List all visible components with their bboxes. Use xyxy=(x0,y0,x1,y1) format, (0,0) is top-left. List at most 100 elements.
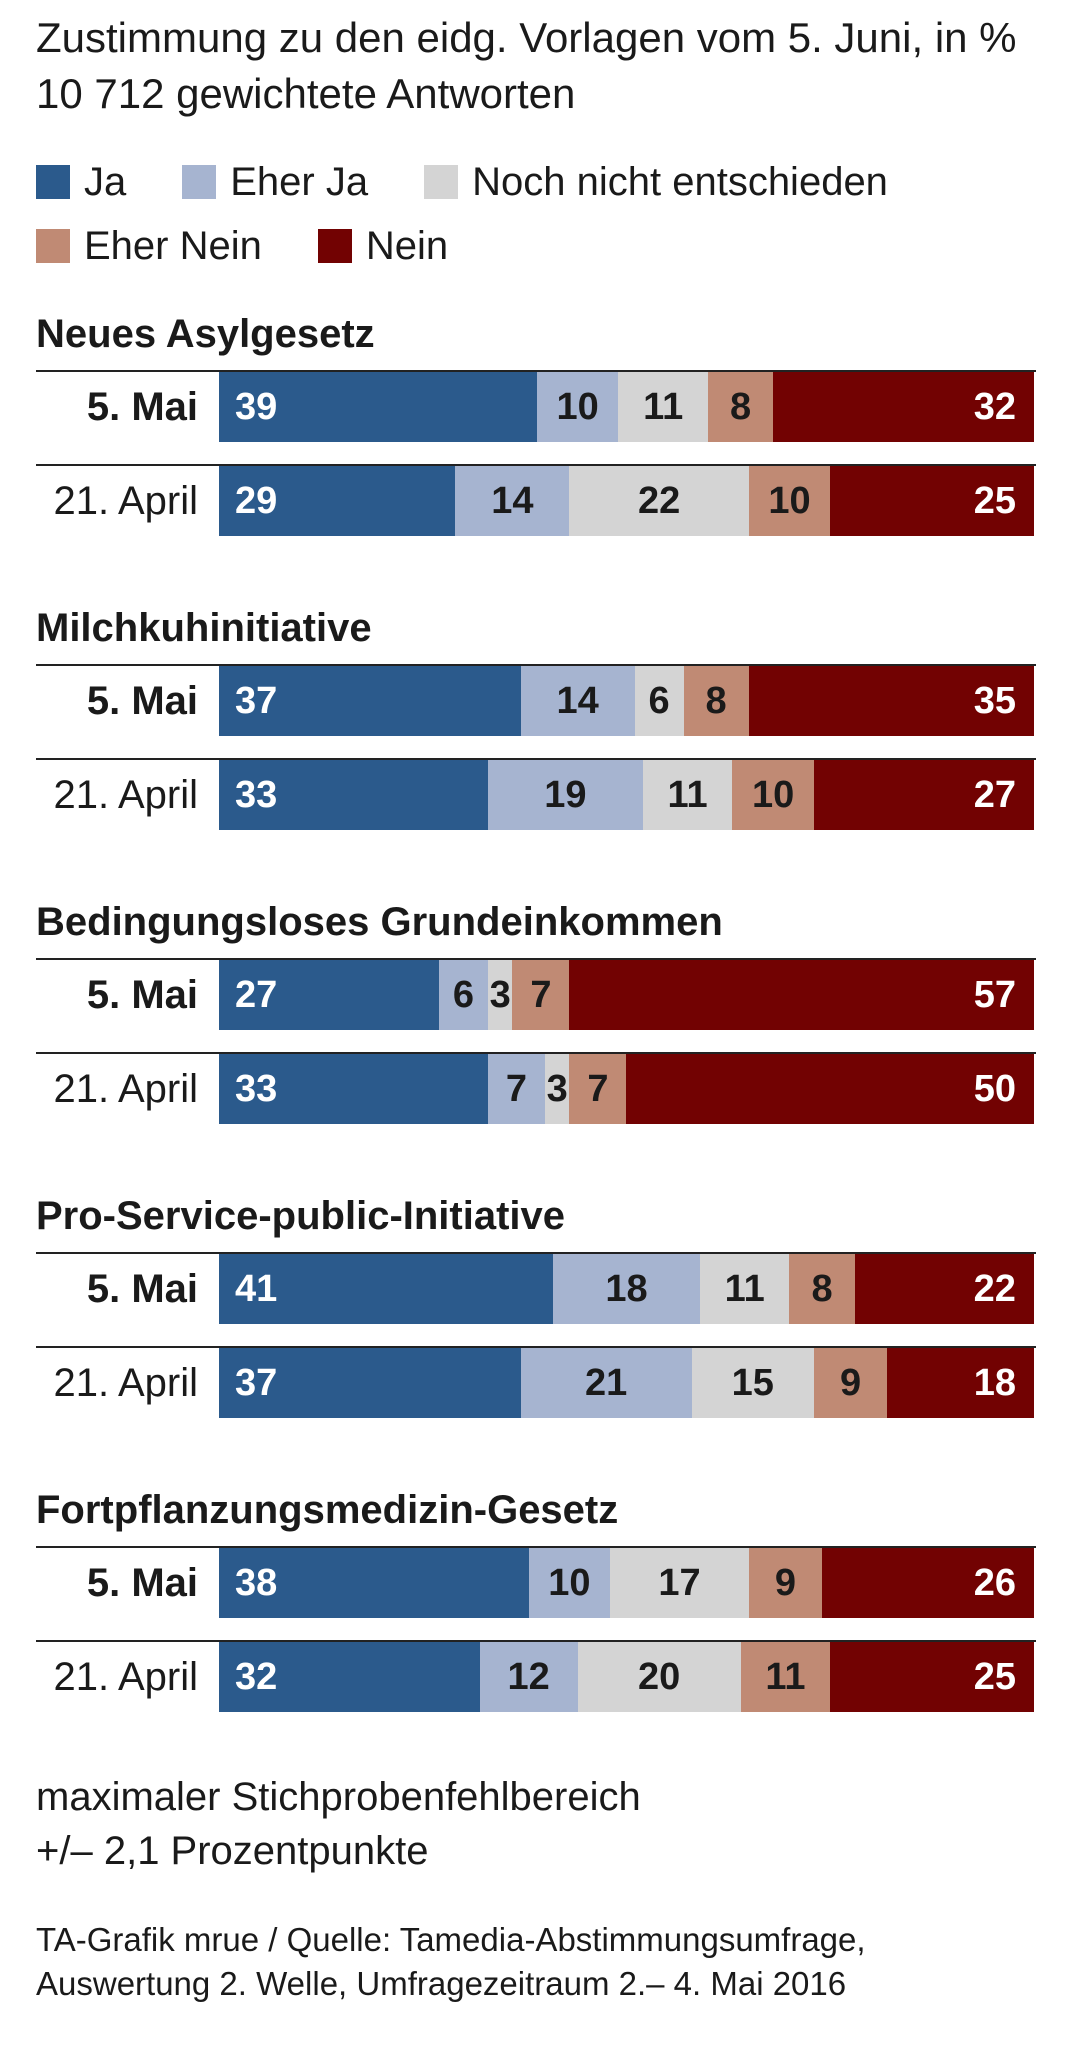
bar-row: 5. Mai 41 18 11 8 22 xyxy=(36,1252,1036,1346)
source-line-2: Auswertung 2. Welle, Umfragezeitraum 2.–… xyxy=(36,1965,847,2002)
bar-segment: 11 xyxy=(618,372,708,442)
bar-segment: 8 xyxy=(683,666,749,736)
question-group: Pro-Service-public-Initiative 5. Mai 41 18 1… xyxy=(36,1180,1036,1474)
bar-segment: 9 xyxy=(748,1548,823,1618)
bar-segment: 22 xyxy=(569,466,749,536)
row-divider xyxy=(36,664,1036,666)
bar-segment: 11 xyxy=(642,760,733,830)
bar-row: 21. April 33 7 3 7 50 xyxy=(36,1052,1036,1146)
bar-segment: 9 xyxy=(813,1348,888,1418)
legend-swatch-eher-nein xyxy=(36,229,70,263)
legend-item-nein: Nein xyxy=(317,223,449,269)
question-title: Milchkuhinitiative xyxy=(36,606,372,650)
stacked-bar: 41 18 11 8 22 xyxy=(219,1254,1034,1324)
question-title: Pro-Service-public-Initiative xyxy=(36,1194,566,1238)
bar-row: 21. April 33 19 11 10 27 xyxy=(36,758,1036,852)
bar-segment: 25 xyxy=(830,1642,1034,1712)
bar-row: 5. Mai 27 6 3 7 57 xyxy=(36,958,1036,1052)
legend-row-1: Ja Eher Ja Noch nicht entschieden xyxy=(36,150,1036,214)
bar-segment: 18 xyxy=(553,1254,700,1324)
stacked-bar: 32 12 20 11 25 xyxy=(219,1642,1034,1712)
bar-segment: 27 xyxy=(219,960,440,1030)
chart-groups: Neues Asylgesetz 5. Mai 39 10 11 8 32 21. April… xyxy=(36,298,1036,1768)
bar-segment: 11 xyxy=(740,1642,831,1712)
bar-segment: 14 xyxy=(455,466,570,536)
stacked-bar: 38 10 17 9 26 xyxy=(219,1548,1034,1618)
row-divider xyxy=(36,1052,1036,1054)
bar-segment: 7 xyxy=(487,1054,545,1124)
bar-segment: 3 xyxy=(544,1054,570,1124)
stacked-bar: 37 14 6 8 35 xyxy=(219,666,1034,736)
bar-segment: 57 xyxy=(569,960,1034,1030)
bar-segment: 6 xyxy=(634,666,684,736)
source-note: TA-Grafik mrue / Quelle: Tamedia-Abstimm… xyxy=(36,1918,866,2006)
bar-segment: 50 xyxy=(626,1054,1034,1124)
bar-segment: 25 xyxy=(830,466,1034,536)
stacked-bar: 27 6 3 7 57 xyxy=(219,960,1034,1030)
row-date-label: 21. April xyxy=(53,1655,198,1699)
legend-swatch-eher-ja xyxy=(182,165,217,199)
bar-segment: 37 xyxy=(219,666,521,736)
stacked-bar: 33 19 11 10 27 xyxy=(219,760,1034,830)
bar-segment: 32 xyxy=(219,1642,480,1712)
row-divider xyxy=(36,958,1036,960)
legend-label-eher-nein: Eher Nein xyxy=(84,223,262,268)
bar-segment: 22 xyxy=(854,1254,1034,1324)
row-divider xyxy=(36,1346,1036,1348)
question-group: Neues Asylgesetz 5. Mai 39 10 11 8 32 21. April… xyxy=(36,298,1036,592)
question-group: Milchkuhinitiative 5. Mai 37 14 6 8 35 21. Apri… xyxy=(36,592,1036,886)
bar-segment: 17 xyxy=(610,1548,749,1618)
legend-item-ja: Ja xyxy=(36,160,126,205)
bar-segment: 10 xyxy=(732,760,814,830)
question-group: Bedingungsloses Grundeinkommen 5. Mai 27 6 3… xyxy=(36,886,1036,1180)
bar-segment: 15 xyxy=(691,1348,814,1418)
bar-segment: 10 xyxy=(536,372,619,442)
stacked-bar: 37 21 15 9 18 xyxy=(219,1348,1034,1418)
stacked-bar: 33 7 3 7 50 xyxy=(219,1054,1034,1124)
bar-segment: 29 xyxy=(219,466,456,536)
bar-row: 5. Mai 38 10 17 9 26 xyxy=(36,1546,1036,1640)
question-title: Fortpflanzungsmedizin-Gesetz xyxy=(36,1488,619,1532)
row-date-label: 5. Mai xyxy=(86,1267,198,1311)
legend-swatch-nein xyxy=(317,229,352,263)
bar-segment: 38 xyxy=(219,1548,529,1618)
legend-item-eher-ja: Eher Ja xyxy=(182,160,368,205)
error-margin-note: maximaler Stichprobenfehlbereich +/– 2,1… xyxy=(36,1770,641,1878)
bar-row: 21. April 29 14 22 10 25 xyxy=(36,464,1036,558)
row-date-label: 5. Mai xyxy=(86,1561,198,1605)
bar-segment: 11 xyxy=(699,1254,790,1324)
bar-segment: 14 xyxy=(520,666,635,736)
bar-segment: 6 xyxy=(439,960,488,1030)
row-date-label: 5. Mai xyxy=(86,385,198,429)
legend-swatch-unentschieden xyxy=(424,165,459,199)
question-group: Fortpflanzungsmedizin-Gesetz 5. Mai 38 10 17… xyxy=(36,1474,1036,1768)
row-divider xyxy=(36,758,1036,760)
row-date-label: 21. April xyxy=(53,1067,198,1111)
bar-segment: 19 xyxy=(487,760,643,830)
bar-segment: 35 xyxy=(748,666,1034,736)
bar-segment: 10 xyxy=(528,1548,611,1618)
row-date-label: 21. April xyxy=(53,1361,198,1405)
bar-segment: 8 xyxy=(707,372,774,442)
bar-segment: 26 xyxy=(822,1548,1034,1618)
bar-segment: 8 xyxy=(789,1254,855,1324)
bar-segment: 27 xyxy=(813,760,1034,830)
row-divider xyxy=(36,1252,1036,1254)
row-date-label: 21. April xyxy=(53,479,198,523)
bar-segment: 33 xyxy=(219,1054,488,1124)
bar-row: 21. April 32 12 20 11 25 xyxy=(36,1640,1036,1734)
legend-swatch-ja xyxy=(36,165,70,199)
row-date-label: 5. Mai xyxy=(86,973,198,1017)
legend-label-nein: Nein xyxy=(365,223,449,268)
bar-segment: 39 xyxy=(219,372,537,442)
bar-segment: 12 xyxy=(479,1642,578,1712)
question-title: Bedingungsloses Grundeinkommen xyxy=(36,900,723,944)
legend-item-unentschieden: Noch nicht entschieden xyxy=(424,160,888,205)
row-divider xyxy=(36,464,1036,466)
bar-segment: 33 xyxy=(219,760,488,830)
legend: Ja Eher Ja Noch nicht entschieden Eher N… xyxy=(36,150,1036,278)
bar-row: 21. April 37 21 15 9 18 xyxy=(36,1346,1036,1440)
bar-segment: 20 xyxy=(577,1642,741,1712)
legend-label-ja: Ja xyxy=(84,159,127,204)
legend-label-unentschieden: Noch nicht entschieden xyxy=(472,159,888,204)
